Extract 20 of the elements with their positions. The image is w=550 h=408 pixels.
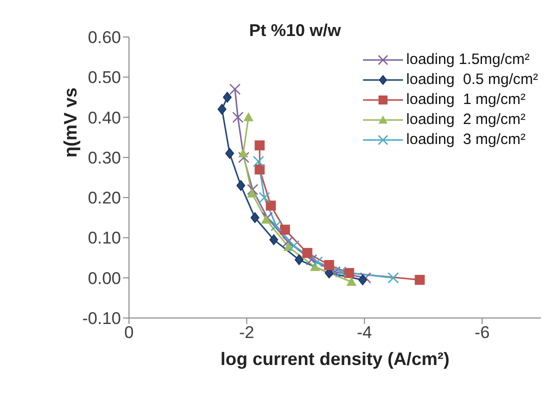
legend-label: loading 1 mg/cm² bbox=[406, 90, 526, 110]
y-tick-label: 0.50 bbox=[88, 68, 121, 88]
x-tick-label: -4 bbox=[356, 323, 372, 342]
y-tick-label: -0.10 bbox=[82, 309, 121, 328]
y-tick-label: 0.60 bbox=[88, 28, 121, 48]
y-tick-label: 0.00 bbox=[88, 268, 121, 288]
x-axis-title: log current density (A/cm²) bbox=[220, 348, 450, 369]
legend-label: loading 1.5mg/cm² bbox=[406, 50, 530, 70]
chart-title: Pt %10 w/w bbox=[249, 21, 342, 40]
y-axis-title: η(mV vs bbox=[60, 87, 80, 158]
legend-label: loading 2 mg/cm² bbox=[406, 110, 526, 130]
y-tick-label: 0.10 bbox=[88, 228, 121, 248]
y-tick-label: 0.20 bbox=[88, 188, 121, 208]
legend-label: loading 0.5 mg/cm² bbox=[406, 70, 538, 90]
y-tick-label: 0.40 bbox=[88, 108, 121, 128]
legend-label: loading 3 mg/cm² bbox=[406, 130, 526, 150]
x-tick-label: -2 bbox=[239, 323, 254, 342]
x-tick-label: 0 bbox=[124, 323, 134, 342]
x-tick-label: -6 bbox=[474, 323, 490, 342]
y-tick-label: 0.30 bbox=[88, 148, 121, 168]
